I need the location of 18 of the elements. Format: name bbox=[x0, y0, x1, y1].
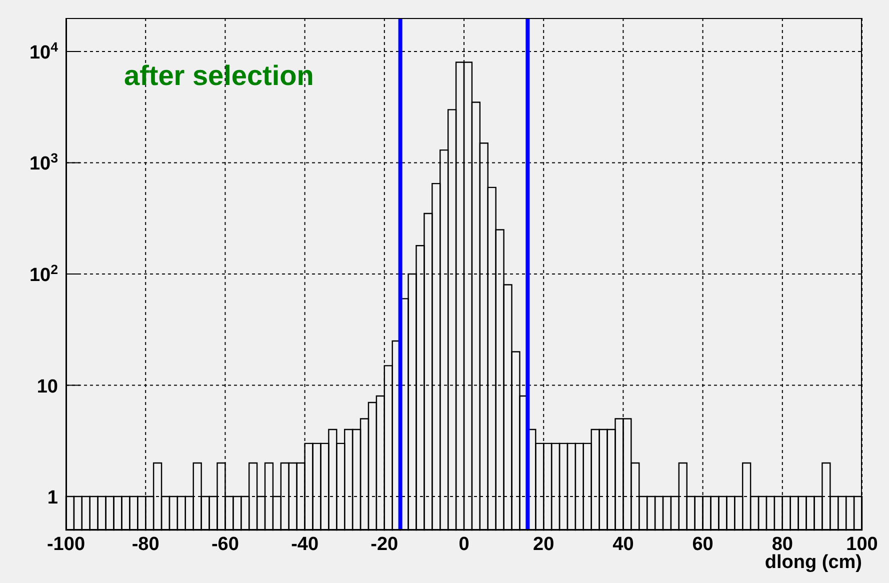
x-axis-title: dlong (cm) bbox=[764, 552, 862, 573]
y-tick-label: 1 bbox=[47, 488, 58, 509]
x-tick-label: -60 bbox=[211, 534, 239, 555]
x-tick-label: 0 bbox=[458, 534, 470, 555]
y-tick-label: 10$^{2}$ bbox=[29, 262, 58, 286]
x-tick-label: -80 bbox=[132, 534, 160, 555]
y-tick-label: 10$^{4}$ bbox=[29, 38, 59, 64]
y-tick-label: 10 bbox=[36, 376, 58, 398]
x-tick-label: -40 bbox=[291, 534, 319, 555]
x-tick-label: 60 bbox=[692, 534, 714, 555]
x-tick-label: 100 bbox=[846, 534, 878, 555]
x-tick-label: 20 bbox=[533, 534, 554, 555]
x-tick-label: 80 bbox=[772, 534, 793, 555]
y-tick-label: 10$^{3}$ bbox=[29, 150, 58, 175]
x-tick-label: -20 bbox=[370, 534, 398, 555]
x-tick-label: -100 bbox=[46, 534, 86, 555]
x-tick-label: 40 bbox=[612, 534, 634, 555]
annotation: after selection bbox=[124, 60, 314, 92]
